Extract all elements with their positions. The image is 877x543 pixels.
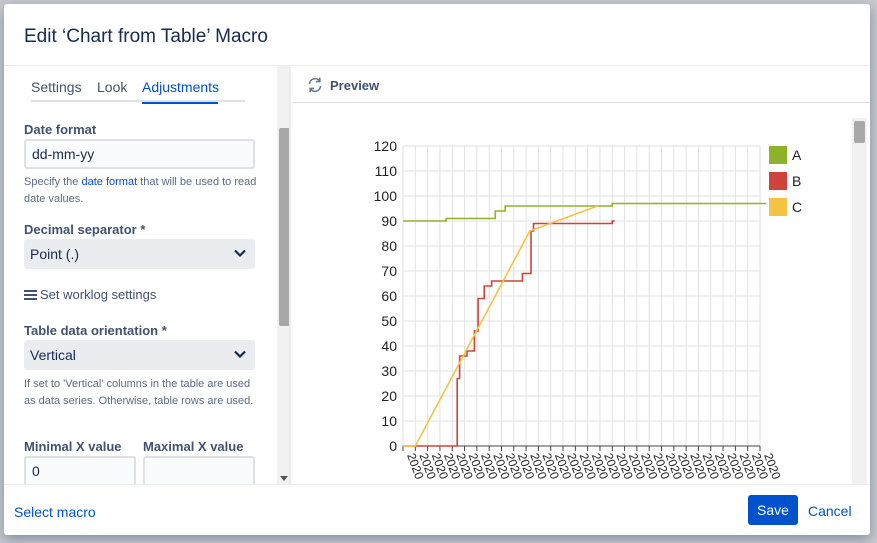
date-format-label: Date format (24, 122, 97, 137)
line-chart: 0102030405060708090100110120202020202020… (374, 138, 802, 481)
chevron-down-icon (234, 249, 246, 258)
legend-label-c: C (792, 199, 802, 215)
y-tick-label: 110 (375, 163, 398, 179)
dialog-title: Edit ‘Chart from Table’ Macro (24, 26, 268, 47)
max-x-label: Maximal X value (143, 439, 244, 454)
preview-panel: Preview 0 10 20 30 40 50 60 70 80 90 100 110 120 2020… (293, 66, 870, 484)
dialog-footer: Select macro Save Cancel (4, 484, 870, 535)
settings-panel: Settings Look Adjustments Date format Sp… (4, 66, 291, 484)
legend-swatch-c (769, 198, 787, 216)
y-tick-label: 40 (381, 338, 397, 354)
tab-adjustments[interactable]: Adjustments (142, 79, 220, 95)
settings-tabs: Settings Look Adjustments (31, 74, 245, 104)
cancel-button[interactable]: Cancel (808, 503, 852, 519)
legend-swatch-b (769, 172, 787, 190)
save-button[interactable]: Save (748, 495, 798, 525)
y-tick-label: 30 (381, 363, 397, 379)
y-tick-label: 20 (381, 388, 397, 404)
preview-label: Preview (330, 78, 380, 93)
series-line-c (403, 205, 598, 447)
y-tick-label: 120 (374, 138, 398, 154)
active-tab-indicator (142, 102, 218, 104)
decimal-separator-select[interactable]: Point (.) (24, 239, 255, 269)
scroll-down-arrow-icon[interactable] (280, 476, 288, 481)
legend-label-b: B (792, 173, 801, 189)
refresh-icon[interactable] (306, 76, 324, 94)
y-tick-label: 90 (381, 213, 397, 229)
date-format-help: Specify the date format that will be use… (24, 176, 257, 205)
table-orientation-help: If set to 'Vertical' columns in the tabl… (24, 378, 254, 407)
y-tick-label: 100 (374, 188, 398, 204)
min-x-input[interactable] (24, 456, 136, 484)
y-tick-label: 0 (389, 438, 397, 454)
chevron-down-icon (234, 350, 246, 359)
y-tick-label: 70 (381, 263, 397, 279)
menu-icon (24, 290, 37, 300)
date-format-input[interactable] (24, 139, 255, 169)
select-macro-link[interactable]: Select macro (14, 504, 96, 520)
table-orientation-select[interactable]: Vertical (24, 340, 255, 370)
max-x-input[interactable] (143, 456, 255, 484)
y-tick-label: 80 (381, 238, 397, 254)
legend-label-a: A (792, 147, 802, 163)
set-worklog-settings-link[interactable]: Set worklog settings (24, 287, 156, 302)
settings-scrollbar-thumb[interactable] (279, 128, 289, 326)
preview-bar: Preview (293, 66, 870, 103)
tab-settings[interactable]: Settings (31, 79, 82, 95)
series-line-a (403, 202, 767, 222)
preview-scrollbar-thumb[interactable] (854, 121, 865, 143)
tab-look[interactable]: Look (97, 79, 128, 95)
dialog-header: Edit ‘Chart from Table’ Macro (4, 4, 870, 66)
series-line-b (403, 220, 615, 447)
y-tick-label: 50 (381, 313, 397, 329)
min-x-label: Minimal X value (24, 439, 122, 454)
table-orientation-value: Vertical (30, 347, 76, 363)
preview-scrollbar[interactable] (852, 118, 867, 484)
legend-swatch-a (769, 146, 787, 164)
settings-scrollbar[interactable] (277, 66, 289, 484)
y-tick-label: 10 (381, 413, 397, 429)
macro-dialog: Edit ‘Chart from Table’ Macro Settings L… (4, 4, 870, 535)
y-tick-label: 60 (381, 288, 397, 304)
table-orientation-label: Table data orientation * (24, 323, 167, 338)
chart-preview: 0 10 20 30 40 50 60 70 80 90 100 110 120 2020 2020 2020… (293, 103, 870, 484)
decimal-separator-label: Decimal separator * (24, 222, 146, 237)
decimal-separator-value: Point (.) (30, 246, 80, 262)
date-format-link[interactable]: date format (81, 176, 138, 188)
